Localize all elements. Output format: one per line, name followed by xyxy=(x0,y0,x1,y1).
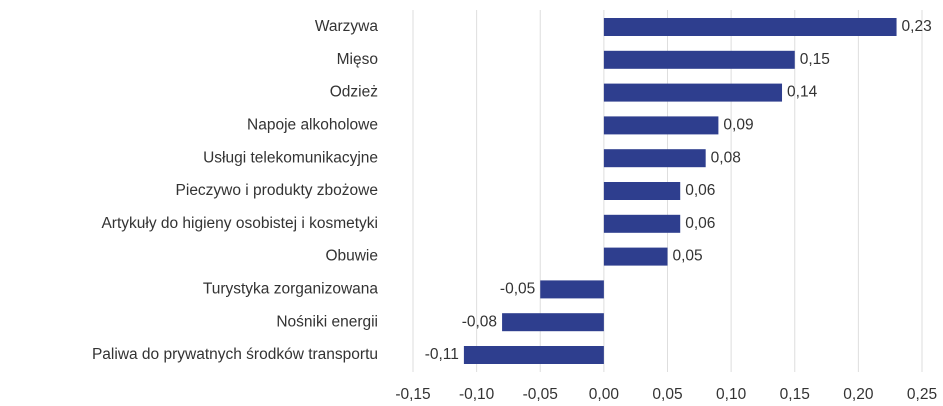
y-tick-label: Napoje alkoholowe xyxy=(247,116,378,133)
y-tick-label: Pieczywo i produkty zbożowe xyxy=(176,182,378,199)
bar xyxy=(463,346,604,364)
value-label: -0,08 xyxy=(462,313,497,330)
bar xyxy=(540,280,604,299)
bar xyxy=(603,182,681,200)
y-tick-label: Usługi telekomunikacyjne xyxy=(203,149,378,166)
x-tick-label: -0,15 xyxy=(395,386,430,403)
x-tick-label: -0,05 xyxy=(523,386,558,403)
value-label: 0,05 xyxy=(673,248,703,265)
value-label: 0,08 xyxy=(711,149,741,166)
value-label: -0,05 xyxy=(500,280,535,297)
x-tick-label: -0,10 xyxy=(459,386,495,403)
y-tick-label: Mięso xyxy=(337,51,378,68)
y-tick-label: Obuwie xyxy=(325,248,378,265)
value-label: 0,06 xyxy=(685,182,715,199)
y-tick-label: Paliwa do prywatnych środków transportu xyxy=(92,346,378,363)
x-tick-label: 0,15 xyxy=(780,386,810,403)
y-tick-label: Turystyka zorganizowana xyxy=(203,280,379,297)
bar xyxy=(502,313,604,332)
x-tick-label: 0,20 xyxy=(843,386,874,403)
bar xyxy=(603,18,897,36)
value-label: 0,15 xyxy=(800,51,830,68)
bar xyxy=(603,116,719,135)
x-tick-label: 0,25 xyxy=(907,386,937,403)
value-label: 0,06 xyxy=(685,215,715,232)
y-tick-label: Warzywa xyxy=(315,18,379,35)
bar xyxy=(603,149,706,168)
bar xyxy=(603,247,668,266)
x-tick-label: 0,00 xyxy=(589,386,620,403)
bar xyxy=(603,83,783,102)
bar xyxy=(603,50,795,69)
bar xyxy=(603,214,681,233)
x-tick-label: 0,10 xyxy=(716,386,747,403)
y-tick-label: Nośniki energii xyxy=(276,313,378,330)
value-label: 0,09 xyxy=(723,116,753,133)
y-tick-label: Odzież xyxy=(330,84,378,101)
y-tick-label: Artykuły do higieny osobistej i kosmetyk… xyxy=(101,215,378,232)
value-label: 0,23 xyxy=(902,18,932,35)
value-label: -0,11 xyxy=(425,346,459,363)
value-label: 0,14 xyxy=(787,84,818,101)
x-tick-label: 0,05 xyxy=(652,386,682,403)
